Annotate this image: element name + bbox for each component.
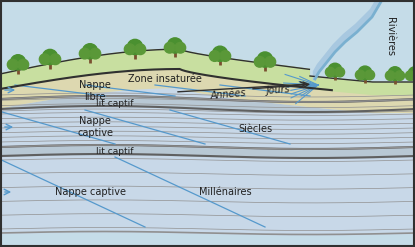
- Circle shape: [405, 71, 415, 81]
- Circle shape: [39, 54, 50, 64]
- Polygon shape: [0, 49, 309, 89]
- Circle shape: [355, 70, 365, 80]
- Text: lit captif: lit captif: [96, 100, 134, 108]
- Circle shape: [10, 55, 26, 70]
- Text: lit captif: lit captif: [96, 147, 134, 157]
- Circle shape: [175, 42, 186, 53]
- Circle shape: [386, 71, 395, 81]
- Text: Nappe
libre: Nappe libre: [79, 80, 111, 102]
- Text: Siècles: Siècles: [238, 124, 272, 134]
- Text: Jours: Jours: [266, 84, 290, 96]
- Circle shape: [7, 59, 18, 70]
- Circle shape: [18, 59, 29, 70]
- Circle shape: [365, 70, 375, 80]
- Circle shape: [395, 71, 405, 81]
- Circle shape: [265, 57, 276, 67]
- Circle shape: [408, 67, 415, 81]
- Circle shape: [335, 67, 344, 77]
- Circle shape: [83, 44, 98, 59]
- Circle shape: [209, 51, 220, 61]
- Circle shape: [79, 48, 90, 59]
- Circle shape: [164, 42, 175, 53]
- Circle shape: [42, 49, 58, 64]
- Text: Nappe captive: Nappe captive: [54, 187, 125, 197]
- Circle shape: [257, 52, 273, 67]
- Circle shape: [167, 38, 183, 53]
- Text: Nappe
captive: Nappe captive: [77, 116, 113, 138]
- Text: Zone insaturée: Zone insaturée: [128, 74, 202, 84]
- Text: Millénaires: Millénaires: [199, 187, 251, 197]
- Circle shape: [124, 44, 135, 55]
- Text: Années: Années: [210, 87, 247, 101]
- Circle shape: [358, 66, 372, 80]
- Circle shape: [388, 67, 402, 81]
- Text: Rivières: Rivières: [385, 18, 395, 57]
- Circle shape: [135, 44, 146, 55]
- Circle shape: [212, 46, 227, 61]
- Circle shape: [90, 48, 101, 59]
- Circle shape: [325, 67, 335, 77]
- Circle shape: [50, 54, 61, 64]
- Circle shape: [127, 39, 143, 55]
- Circle shape: [220, 51, 231, 61]
- Circle shape: [254, 57, 265, 67]
- Circle shape: [328, 63, 342, 77]
